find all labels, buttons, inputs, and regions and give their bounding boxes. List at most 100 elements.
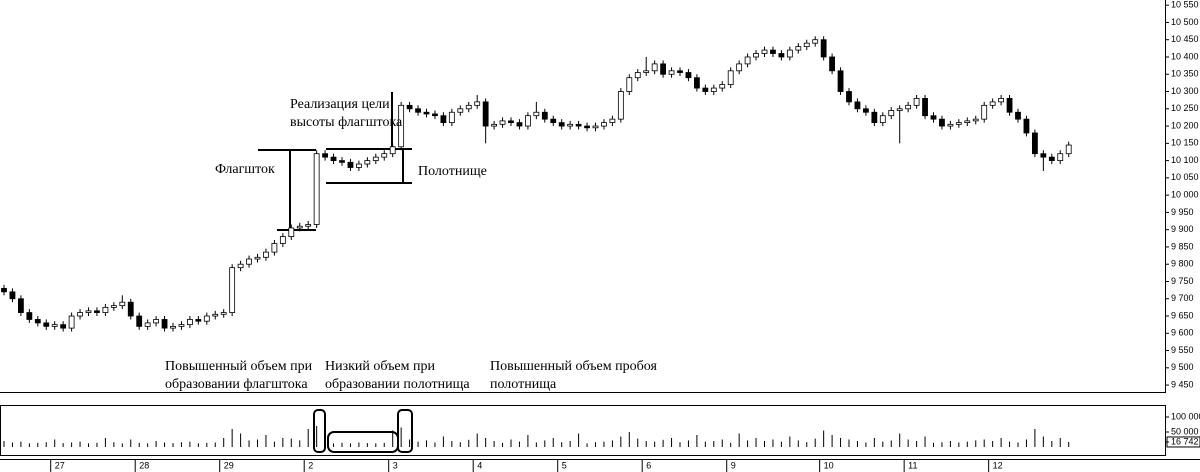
candle-body — [203, 315, 210, 322]
y-tick-label: 10 050 — [1171, 172, 1199, 182]
candle-body — [220, 312, 227, 315]
x-tick-label: 27 — [55, 460, 65, 470]
candle-body — [626, 77, 633, 92]
annotation: образовании флагштока — [165, 377, 308, 392]
candle-body — [846, 91, 852, 103]
y-tick-label: 9 700 — [1171, 293, 1194, 303]
candle-body — [744, 56, 751, 65]
candle-body — [279, 236, 286, 244]
candle-body — [601, 122, 607, 127]
x-tick-label: 12 — [993, 460, 1003, 470]
candle-body — [888, 110, 895, 117]
candle-body — [668, 70, 675, 75]
volume-tick-label: 100 000 — [1171, 411, 1200, 421]
candle-body — [85, 310, 92, 313]
candle-body — [271, 243, 278, 253]
x-tick-label: 29 — [224, 460, 234, 470]
candle-body — [68, 315, 75, 329]
candle-body — [533, 111, 540, 117]
candle-body — [372, 156, 379, 161]
candle-body — [736, 63, 743, 72]
candle-body — [195, 319, 202, 322]
candle-body — [432, 113, 438, 117]
candle-body — [998, 98, 1004, 103]
candle-body — [1032, 132, 1038, 155]
candle-body — [474, 101, 481, 106]
candle-body — [643, 70, 650, 73]
candle-body — [43, 322, 50, 327]
candle-body — [710, 87, 717, 92]
candle-body — [922, 98, 928, 117]
y-tick-label: 9 850 — [1171, 241, 1194, 251]
y-tick-label: 10 550 — [1171, 0, 1199, 10]
candle-body — [229, 267, 236, 313]
candle-body — [508, 120, 514, 124]
y-tick-label: 10 450 — [1171, 34, 1199, 44]
y-tick-label: 10 200 — [1171, 120, 1199, 130]
candle-body — [339, 160, 345, 163]
candle-body — [541, 111, 548, 120]
x-tick-label: 11 — [908, 460, 917, 470]
candle-body — [955, 122, 962, 125]
candle-body — [761, 49, 768, 54]
candle-body — [567, 123, 574, 127]
candle-body — [896, 108, 903, 111]
candle-body — [786, 49, 793, 58]
annotation: Полотнище — [418, 164, 487, 179]
candle-body — [803, 42, 810, 48]
candle-body — [939, 118, 945, 127]
candle-body — [989, 101, 996, 106]
y-tick-label: 9 450 — [1171, 379, 1194, 389]
y-tick-label: 9 550 — [1171, 345, 1194, 355]
y-tick-label: 9 800 — [1171, 259, 1194, 269]
candle-body — [178, 324, 185, 327]
candle-body — [246, 258, 252, 265]
candle-body — [1048, 156, 1055, 161]
candle-body — [26, 312, 33, 320]
candle-body — [871, 111, 878, 124]
candle-body — [863, 108, 869, 113]
y-tick-label: 10 100 — [1171, 155, 1199, 165]
candle-body — [153, 319, 160, 324]
y-tick-label: 10 250 — [1171, 103, 1199, 113]
candle-body — [837, 70, 844, 92]
annotation: полотнища — [490, 377, 557, 392]
y-tick-label: 9 750 — [1171, 276, 1194, 286]
x-tick-label: 5 — [562, 460, 567, 470]
candle-body — [617, 91, 624, 120]
candle-body — [719, 84, 726, 89]
annotation: образовании полотнища — [325, 377, 470, 392]
candle-body — [77, 312, 83, 317]
candle-body — [981, 104, 988, 120]
candle-body — [820, 39, 827, 58]
y-tick-label: 10 400 — [1171, 51, 1199, 61]
candle-body — [677, 70, 683, 73]
candle-body — [609, 118, 616, 124]
candle-body — [634, 72, 641, 79]
x-tick-label: 3 — [393, 460, 398, 470]
candle-body — [186, 319, 193, 326]
x-tick-label: 4 — [477, 460, 482, 470]
candle-body — [288, 227, 295, 237]
annotation: Повышенный объем пробоя — [490, 359, 657, 374]
candle-body — [381, 153, 388, 158]
candle-body — [398, 104, 405, 148]
candle-body — [930, 115, 937, 120]
candle-body — [778, 53, 785, 58]
candle-body — [1023, 118, 1030, 134]
candle-body — [702, 87, 709, 92]
candle-body — [575, 123, 582, 127]
candle-body — [1065, 144, 1072, 155]
volume-tick-label: 16 742 — [1171, 436, 1199, 446]
y-tick-label: 9 500 — [1171, 362, 1194, 372]
y-tick-label: 9 900 — [1171, 224, 1194, 234]
candle-body — [313, 153, 320, 225]
candle-body — [905, 104, 912, 110]
candle-body — [584, 125, 590, 129]
candle-body — [1, 287, 7, 293]
candle-body — [102, 306, 109, 313]
y-tick-label: 10 500 — [1171, 17, 1199, 27]
y-tick-label: 9 950 — [1171, 207, 1194, 217]
